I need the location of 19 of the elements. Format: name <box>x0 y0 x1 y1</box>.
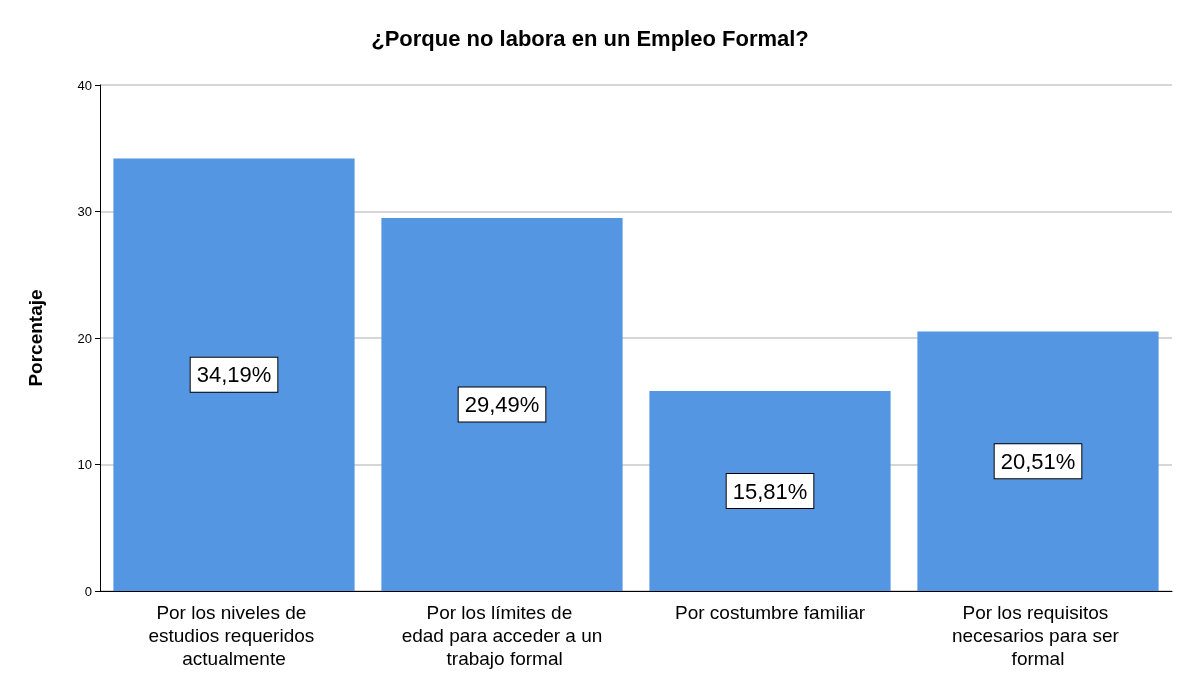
y-tick-label: 10 <box>77 457 92 472</box>
bar <box>381 217 623 591</box>
x-tick-label: Por los límites de edad para acceder a un trabajo formal <box>401 602 603 669</box>
bar <box>917 331 1159 591</box>
bar <box>113 158 355 591</box>
data-label: 34,19% <box>196 362 272 388</box>
x-tick-label: Por los niveles de estudios requeridos actualmente <box>148 602 320 669</box>
data-label: 15,81% <box>732 478 808 504</box>
x-tick-label: Por costumbre familiar <box>674 602 866 623</box>
y-tick-label: 0 <box>84 583 92 599</box>
y-axis-title: Porcentaje <box>25 289 46 387</box>
bar <box>649 391 891 591</box>
y-tick-label: 30 <box>77 204 92 219</box>
chart-title: ¿Porque no labora en un Empleo Formal? <box>371 25 809 51</box>
data-label: 29,49% <box>464 391 540 417</box>
x-tick-label: Por los requisitos necesarios para ser formal <box>951 602 1125 669</box>
y-tick-label: 40 <box>77 77 92 93</box>
data-label: 20,51% <box>1000 448 1076 474</box>
y-tick-label: 20 <box>77 330 92 346</box>
